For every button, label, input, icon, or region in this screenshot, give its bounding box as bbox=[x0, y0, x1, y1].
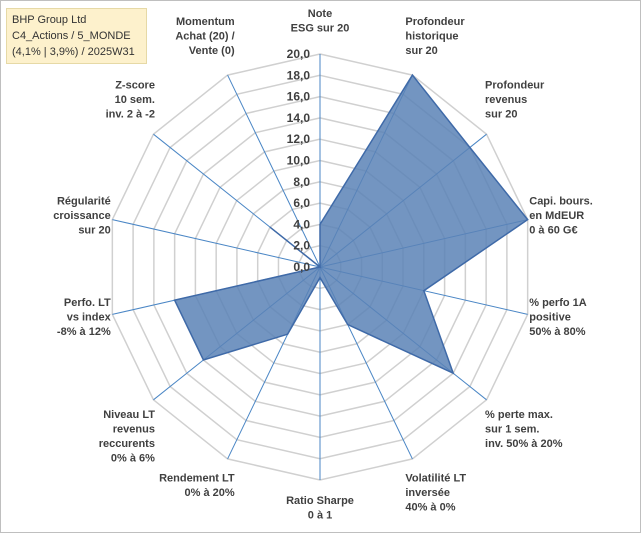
axis-label: Ratio Sharpe 0 à 1 bbox=[286, 495, 354, 522]
tick-label: 2,0 bbox=[293, 239, 310, 253]
axis-label: Niveau LT revenus reccurents 0% à 6% bbox=[99, 409, 156, 465]
axis-label: % perfo 1A positive 50% à 80% bbox=[529, 297, 587, 338]
tick-label: 8,0 bbox=[293, 175, 310, 189]
axis-label: Capi. bours. en MdEUR 0 à 60 G€ bbox=[529, 195, 593, 236]
axis-label: Profondeur historique sur 20 bbox=[405, 16, 465, 57]
security-info-box: BHP Group Ltd C4_Actions / 5_MONDE (4,1%… bbox=[6, 8, 147, 64]
tick-label: 12,0 bbox=[287, 132, 311, 146]
axis-label: Z-score 10 sem. inv. 2 à -2 bbox=[106, 80, 155, 121]
tick-label: 18,0 bbox=[287, 68, 311, 82]
security-period: (4,1% | 3,9%) / 2025W31 bbox=[12, 46, 135, 58]
axis-label: Rendement LT 0% à 20% bbox=[159, 472, 235, 499]
tick-label: 4,0 bbox=[293, 217, 310, 231]
axis-label: Momentum Achat (20) / Vente (0) bbox=[175, 16, 235, 57]
tick-label: 20,0 bbox=[287, 47, 311, 61]
security-name: BHP Group Ltd bbox=[12, 14, 87, 26]
tick-label: 10,0 bbox=[287, 154, 311, 168]
tick-label: 14,0 bbox=[287, 111, 311, 125]
axis-labels: Note ESG sur 20 Profondeur historique sur 20… bbox=[53, 8, 593, 522]
tick-label: 6,0 bbox=[293, 196, 310, 210]
radial-tick-labels: 0,0 2,0 4,0 6,0 8,0 10,0 12,0 14,0 16,0 18,0 20,0 bbox=[287, 47, 311, 274]
axis-spoke bbox=[112, 219, 321, 268]
axis-label: Volatilité LT inversée 40% à 0% bbox=[405, 472, 466, 513]
security-category: C4_Actions / 5_MONDE bbox=[12, 30, 131, 42]
tick-label: 0,0 bbox=[293, 260, 310, 274]
axis-spoke bbox=[227, 74, 321, 268]
tick-label: 16,0 bbox=[287, 90, 311, 104]
radar-series bbox=[173, 73, 529, 375]
axis-label: Régularité croissance sur 20 bbox=[53, 195, 110, 236]
axis-label: Perfo. LT vs index -8% à 12% bbox=[57, 297, 112, 338]
axis-label: % perte max. sur 1 sem. inv. 50% à 20% bbox=[485, 409, 563, 450]
axis-label: Profondeur revenus sur 20 bbox=[485, 80, 545, 121]
axis-label: Note ESG sur 20 bbox=[291, 8, 350, 35]
